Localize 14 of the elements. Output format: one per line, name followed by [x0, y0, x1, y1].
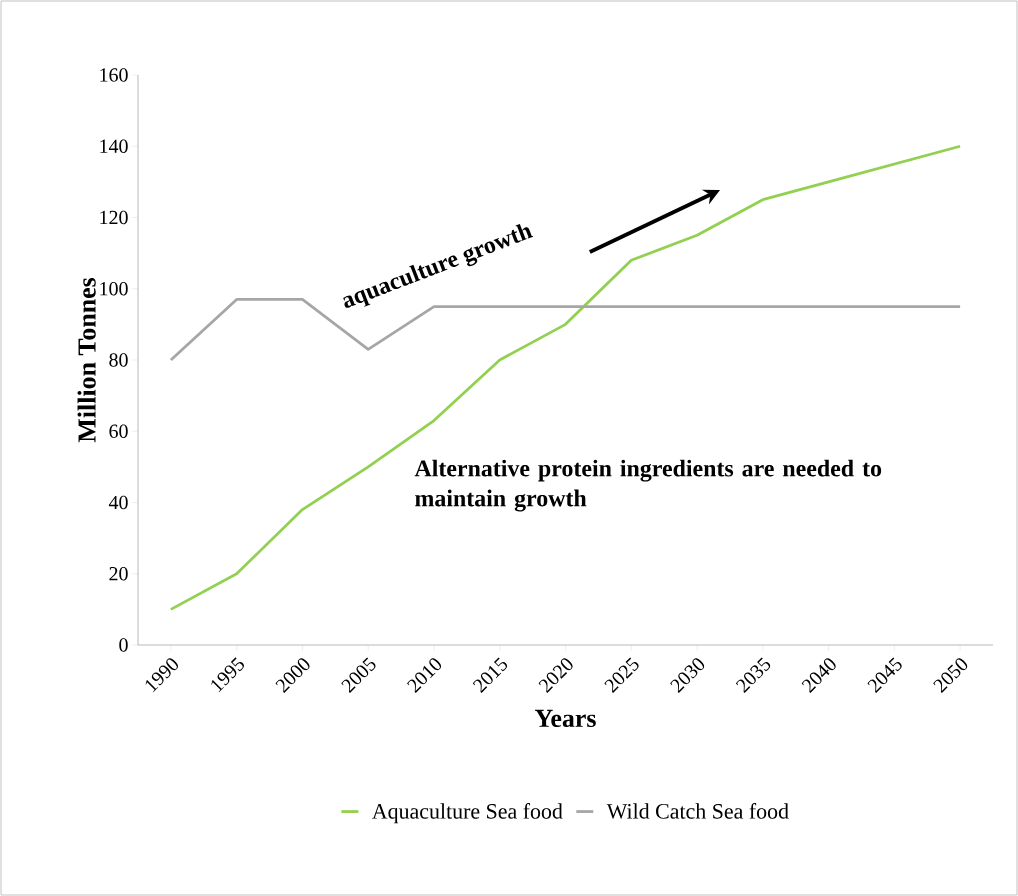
y-tick-label: 0: [119, 638, 128, 652]
y-tick-label: 20: [109, 567, 128, 581]
y-axis-title: Million Tonnes: [77, 277, 96, 443]
legend-label: Wild Catch Sea food: [606, 803, 789, 819]
y-tick-label: 140: [100, 139, 128, 153]
x-axis-title: Years: [535, 709, 596, 728]
annotation: Alternative protein ingredients are needed to maintain growth: [414, 459, 882, 512]
y-tick-label: 120: [100, 210, 128, 225]
y-tick-label: 80: [109, 353, 128, 367]
y-tick-label: 60: [109, 424, 128, 438]
y-tick-label: 40: [108, 495, 128, 510]
y-tick-label: 160: [100, 68, 128, 82]
legend-label: Aquaculture Sea food: [372, 803, 563, 824]
y-tick-label: 100: [100, 282, 128, 296]
